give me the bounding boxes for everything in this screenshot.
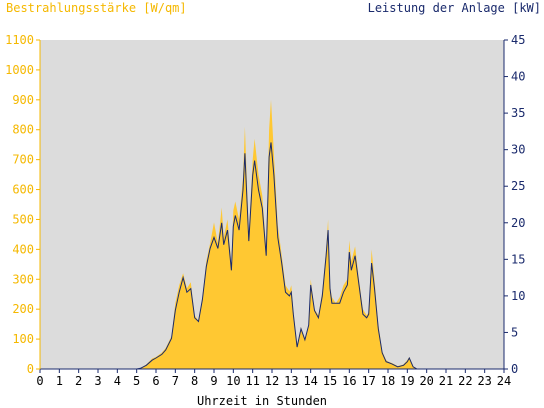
x-tick-label: 3 bbox=[94, 374, 101, 388]
x-tick-label: 9 bbox=[210, 374, 217, 388]
irradiance-area bbox=[40, 99, 504, 370]
left-tick-label: 600 bbox=[12, 183, 34, 197]
right-tick-label: 20 bbox=[511, 216, 525, 230]
right-tick-label: 40 bbox=[511, 70, 525, 84]
left-tick-label: 800 bbox=[12, 123, 34, 137]
x-tick-label: 16 bbox=[342, 374, 356, 388]
x-tick-label: 24 bbox=[497, 374, 511, 388]
right-tick-label: 5 bbox=[511, 325, 518, 339]
x-tick-label: 21 bbox=[439, 374, 453, 388]
left-tick-label: 300 bbox=[12, 272, 34, 286]
right-axis-title: Leistung der Anlage [kW] bbox=[368, 1, 541, 15]
x-tick-label: 10 bbox=[226, 374, 240, 388]
x-tick-label: 2 bbox=[75, 374, 82, 388]
x-tick-label: 22 bbox=[458, 374, 472, 388]
left-tick-label: 400 bbox=[12, 242, 34, 256]
x-tick-label: 0 bbox=[36, 374, 43, 388]
left-tick-label: 1100 bbox=[5, 33, 34, 47]
right-tick-label: 30 bbox=[511, 143, 525, 157]
x-tick-label: 20 bbox=[419, 374, 433, 388]
x-tick-label: 15 bbox=[323, 374, 337, 388]
x-tick-label: 5 bbox=[133, 374, 140, 388]
x-tick-label: 17 bbox=[361, 374, 375, 388]
left-tick-label: 100 bbox=[12, 332, 34, 346]
power-line bbox=[40, 142, 504, 370]
x-tick-label: 18 bbox=[381, 374, 395, 388]
x-tick-label: 19 bbox=[400, 374, 414, 388]
x-tick-label: 6 bbox=[152, 374, 159, 388]
x-tick-label: 8 bbox=[191, 374, 198, 388]
right-tick-label: 35 bbox=[511, 106, 525, 120]
x-tick-label: 11 bbox=[245, 374, 259, 388]
x-axis-title: Uhrzeit in Stunden bbox=[197, 394, 327, 408]
left-tick-label: 200 bbox=[12, 302, 34, 316]
left-tick-label: 0 bbox=[27, 362, 34, 376]
right-tick-label: 45 bbox=[511, 33, 525, 47]
left-tick-label: 500 bbox=[12, 212, 34, 226]
x-tick-label: 1 bbox=[56, 374, 63, 388]
right-tick-label: 25 bbox=[511, 179, 525, 193]
x-tick-label: 4 bbox=[114, 374, 121, 388]
x-tick-label: 23 bbox=[477, 374, 491, 388]
right-tick-label: 15 bbox=[511, 252, 525, 266]
x-tick-label: 12 bbox=[265, 374, 279, 388]
x-tick-label: 13 bbox=[284, 374, 298, 388]
right-tick-label: 10 bbox=[511, 289, 525, 303]
left-tick-label: 700 bbox=[12, 153, 34, 167]
x-tick-label: 14 bbox=[303, 374, 317, 388]
right-tick-label: 0 bbox=[511, 362, 518, 376]
left-axis-title: Bestrahlungsstärke [W/qm] bbox=[6, 1, 187, 15]
left-tick-label: 900 bbox=[12, 93, 34, 107]
left-tick-label: 1000 bbox=[5, 63, 34, 77]
x-tick-label: 7 bbox=[172, 374, 179, 388]
